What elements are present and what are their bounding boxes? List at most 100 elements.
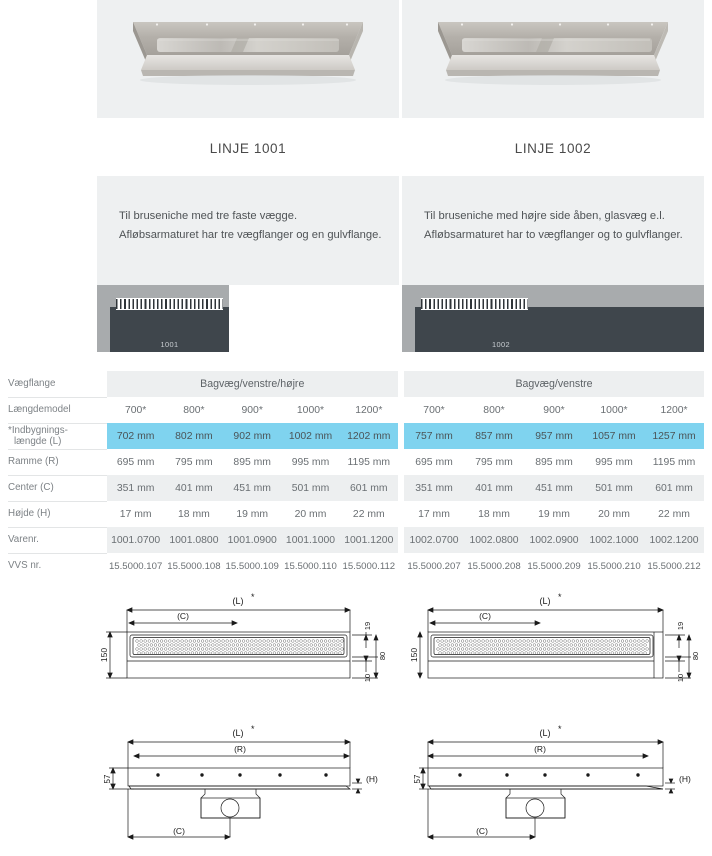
table-cell: 15.5000.107 xyxy=(106,553,165,579)
dim-label-length-asterisk: * xyxy=(558,724,562,734)
table-cell: 20 mm xyxy=(584,501,644,527)
table-cell: 700* xyxy=(106,397,165,423)
table-cell: 15.5000.209 xyxy=(524,553,584,579)
dim-label-height-body: 57 xyxy=(103,774,112,783)
dim-label-length-asterisk: * xyxy=(558,592,562,602)
product-description-text: Til bruseniche med tre faste vægge. Aflø… xyxy=(119,210,382,241)
row-label-center: Center (C) xyxy=(8,475,107,502)
dim-label-width: 150 xyxy=(410,648,419,662)
dim-label-frame: (R) xyxy=(234,744,246,754)
dim-label-grate: 19 xyxy=(676,622,685,630)
table-cell: 1002.0900 xyxy=(524,527,584,553)
dim-label-height: (H) xyxy=(679,774,691,784)
table-row-height: Højde (H) 17 mm 18 mm 19 mm 20 mm 22 mm xyxy=(8,501,398,528)
table-row-install-length: *Indbygnings- længde (L) 702 mm 802 mm 9… xyxy=(8,423,398,450)
row-label-wall-flange: Vægflange xyxy=(8,371,107,398)
dim-label-height: (H) xyxy=(366,774,378,784)
table-cell: 15.5000.109 xyxy=(223,553,282,579)
table-cell: 1000* xyxy=(584,397,644,423)
table-cell: 1002.0700 xyxy=(404,527,464,553)
table-row-install-length: 757 mm 857 mm 957 mm 1057 mm 1257 mm xyxy=(404,423,705,449)
dim-label-width: 150 xyxy=(100,648,109,662)
table-cell: 15.5000.208 xyxy=(464,553,524,579)
table-cell: 401 mm xyxy=(164,475,224,501)
product-description-panel-1002: Til bruseniche med højre side åben, glas… xyxy=(402,176,704,285)
product-title-1001: LINJE 1001 xyxy=(209,141,287,156)
table-row-item-number: Varenr. 1001.0700 1001.0800 1001.0900 10… xyxy=(8,527,398,554)
table-row-vvs-number: VVS nr. 15.5000.107 15.5000.108 15.5000.… xyxy=(8,553,398,579)
illustration-model-number: 1002 xyxy=(491,340,511,349)
table-cell: 15.5000.112 xyxy=(339,553,398,579)
table-cell: 995 mm xyxy=(584,449,644,475)
table-row-center: Center (C) 351 mm 401 mm 451 mm 501 mm 6… xyxy=(8,475,398,502)
dim-label-length: (L) xyxy=(540,596,551,606)
table-cell: 19 mm xyxy=(223,501,282,527)
table-cell: 451 mm xyxy=(524,475,584,501)
dim-label-base: 10 xyxy=(363,674,372,682)
table-cell: 1000* xyxy=(281,397,340,423)
table-cell: 1195 mm xyxy=(644,449,705,475)
group-header-1002: Bagvæg/venstre xyxy=(404,371,705,397)
row-label-height: Højde (H) xyxy=(8,501,107,528)
product-photo-1001 xyxy=(97,0,399,118)
dim-label-length-asterisk: * xyxy=(251,724,255,734)
table-cell: 995 mm xyxy=(281,449,340,475)
table-cell: 1195 mm xyxy=(339,449,398,475)
dim-label-base: 10 xyxy=(676,674,685,682)
installation-illustration-1001: 1001 xyxy=(97,285,399,352)
table-cell-highlight: 1202 mm xyxy=(339,423,398,449)
table-cell: 15.5000.110 xyxy=(281,553,340,579)
table-row-frame: 695 mm 795 mm 895 mm 995 mm 1195 mm xyxy=(404,449,705,475)
table-row-length-model: Længdemodel 700* 800* 900* 1000* 1200* xyxy=(8,397,398,424)
spec-table-1002: Bagvæg/venstre 700* 800* 900* 1000* 1200… xyxy=(404,371,705,579)
product-description-text: Til bruseniche med højre side åben, glas… xyxy=(424,210,683,241)
table-row-wall-flange: Vægflange Bagvæg/venstre/højre xyxy=(8,371,398,398)
table-row-center: 351 mm 401 mm 451 mm 501 mm 601 mm xyxy=(404,475,705,501)
installation-illustration-1002: 1002 xyxy=(402,285,704,352)
table-cell: 1200* xyxy=(644,397,705,423)
table-cell-highlight: 857 mm xyxy=(464,423,524,449)
table-cell: 1200* xyxy=(339,397,398,423)
table-cell: 601 mm xyxy=(644,475,705,501)
table-cell-highlight: 1002 mm xyxy=(281,423,340,449)
table-cell: 351 mm xyxy=(106,475,165,501)
table-cell: 900* xyxy=(524,397,584,423)
table-cell: 1001.0900 xyxy=(223,527,282,553)
table-cell: 1001.0700 xyxy=(106,527,165,553)
table-cell: 700* xyxy=(404,397,464,423)
dim-label-body: 80 xyxy=(691,652,700,660)
technical-drawing-top-view-1001: (L) * (C) 150 19 80 10 xyxy=(100,592,387,682)
row-label-length-model: Længdemodel xyxy=(8,397,107,424)
drain-channel-photo-icon xyxy=(402,0,704,118)
dim-label-length: (L) xyxy=(540,728,551,738)
row-label-install-length: *Indbygnings- længde (L) xyxy=(8,423,107,450)
table-cell: 15.5000.212 xyxy=(644,553,705,579)
table-cell: 795 mm xyxy=(464,449,524,475)
table-cell-highlight: 802 mm xyxy=(164,423,224,449)
group-header-1001: Bagvæg/venstre/højre xyxy=(106,371,398,397)
dim-label-length: (L) xyxy=(233,596,244,606)
table-cell-highlight: 702 mm xyxy=(106,423,165,449)
dim-label-center: (C) xyxy=(173,826,185,836)
drain-channel-photo-icon xyxy=(97,0,399,118)
specification-tables: Vægflange Bagvæg/venstre/højre Længdemod… xyxy=(0,371,712,579)
table-row-vvs-number: 15.5000.207 15.5000.208 15.5000.209 15.5… xyxy=(404,553,705,579)
illustration-model-number: 1001 xyxy=(160,340,179,349)
table-cell: 800* xyxy=(164,397,224,423)
table-cell: 401 mm xyxy=(464,475,524,501)
spec-table-1001: Vægflange Bagvæg/venstre/højre Længdemod… xyxy=(8,371,398,579)
technical-drawings: (L) * (C) 150 19 80 10 xyxy=(0,590,712,856)
table-cell: 17 mm xyxy=(404,501,464,527)
dim-label-length: (L) xyxy=(233,728,244,738)
table-cell: 20 mm xyxy=(281,501,340,527)
table-row-height: 17 mm 18 mm 19 mm 20 mm 22 mm xyxy=(404,501,705,527)
table-row-frame: Ramme (R) 695 mm 795 mm 895 mm 995 mm 11… xyxy=(8,449,398,476)
technical-drawing-top-view-1002: (L) * (C) 150 19 80 10 xyxy=(410,592,700,682)
table-cell: 1002.1200 xyxy=(644,527,705,553)
table-cell: 451 mm xyxy=(223,475,282,501)
table-cell: 800* xyxy=(464,397,524,423)
table-cell-highlight: 1257 mm xyxy=(644,423,705,449)
dim-label-frame: (R) xyxy=(534,744,546,754)
table-cell: 1002.1000 xyxy=(584,527,644,553)
